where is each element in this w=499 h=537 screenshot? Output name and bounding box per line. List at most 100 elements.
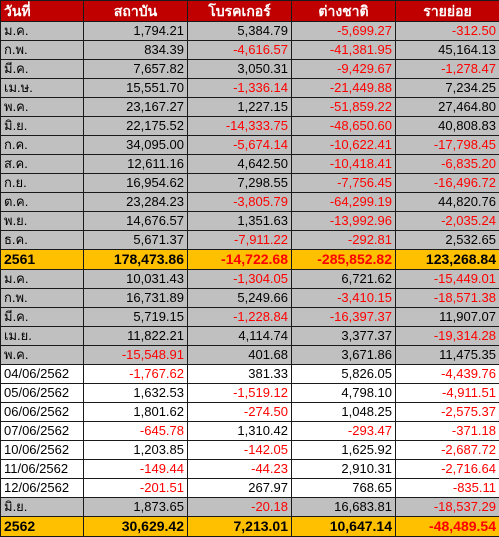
broker-cell[interactable]: -142.05	[188, 441, 292, 460]
foreign-cell[interactable]: 6,721.62	[292, 270, 396, 289]
column-header-institution[interactable]: สถาบัน	[84, 1, 188, 22]
date-cell[interactable]: ก.พ.	[1, 41, 84, 60]
broker-cell[interactable]: -1,304.05	[188, 270, 292, 289]
broker-cell[interactable]: 1,227.15	[188, 98, 292, 117]
retail-cell[interactable]: -4,911.51	[396, 384, 499, 403]
retail-cell[interactable]: -2,687.72	[396, 441, 499, 460]
foreign-cell[interactable]: -293.47	[292, 422, 396, 441]
retail-cell[interactable]: 45,164.13	[396, 41, 499, 60]
foreign-cell[interactable]: 2,910.31	[292, 460, 396, 479]
broker-cell[interactable]: 7,298.55	[188, 174, 292, 193]
broker-cell[interactable]: 401.68	[188, 346, 292, 365]
column-header-foreign[interactable]: ต่างชาติ	[292, 1, 396, 22]
date-cell[interactable]: 05/06/2562	[1, 384, 84, 403]
date-cell[interactable]: 12/06/2562	[1, 479, 84, 498]
date-cell[interactable]: 2562	[1, 517, 84, 537]
column-header-date[interactable]: วันที่	[1, 1, 84, 22]
foreign-cell[interactable]: -9,429.67	[292, 60, 396, 79]
column-header-retail[interactable]: รายย่อย	[396, 1, 499, 22]
broker-cell[interactable]: -4,616.57	[188, 41, 292, 60]
date-cell[interactable]: พ.ค.	[1, 98, 84, 117]
date-cell[interactable]: ต.ค.	[1, 193, 84, 212]
date-cell[interactable]: มี.ค.	[1, 60, 84, 79]
broker-cell[interactable]: -44.23	[188, 460, 292, 479]
broker-cell[interactable]: 1,351.63	[188, 212, 292, 231]
institution-cell[interactable]: 1,203.85	[84, 441, 188, 460]
date-cell[interactable]: มิ.ย.	[1, 117, 84, 136]
broker-cell[interactable]: -5,674.14	[188, 136, 292, 155]
institution-cell[interactable]: 11,822.21	[84, 327, 188, 346]
retail-cell[interactable]: -312.50	[396, 22, 499, 41]
broker-cell[interactable]: 4,642.50	[188, 155, 292, 174]
foreign-cell[interactable]: -41,381.95	[292, 41, 396, 60]
retail-cell[interactable]: 7,234.25	[396, 79, 499, 98]
retail-cell[interactable]: -2,716.64	[396, 460, 499, 479]
date-cell[interactable]: เม.ย.	[1, 327, 84, 346]
institution-cell[interactable]: -149.44	[84, 460, 188, 479]
retail-cell[interactable]: -17,798.45	[396, 136, 499, 155]
broker-cell[interactable]: -1,228.84	[188, 308, 292, 327]
retail-cell[interactable]: 27,464.80	[396, 98, 499, 117]
retail-cell[interactable]: -371.18	[396, 422, 499, 441]
retail-cell[interactable]: 40,808.83	[396, 117, 499, 136]
date-cell[interactable]: 2561	[1, 250, 84, 270]
date-cell[interactable]: ส.ค.	[1, 155, 84, 174]
institution-cell[interactable]: 1,873.65	[84, 498, 188, 517]
date-cell[interactable]: ธ.ค.	[1, 231, 84, 250]
foreign-cell[interactable]: -48,650.60	[292, 117, 396, 136]
institution-cell[interactable]: 14,676.57	[84, 212, 188, 231]
retail-cell[interactable]: -15,449.01	[396, 270, 499, 289]
broker-cell[interactable]: -274.50	[188, 403, 292, 422]
foreign-cell[interactable]: -5,699.27	[292, 22, 396, 41]
institution-cell[interactable]: 834.39	[84, 41, 188, 60]
foreign-cell[interactable]: -292.81	[292, 231, 396, 250]
broker-cell[interactable]: 4,114.74	[188, 327, 292, 346]
retail-cell[interactable]: -4,439.76	[396, 365, 499, 384]
broker-cell[interactable]: 1,310.42	[188, 422, 292, 441]
broker-cell[interactable]: 381.33	[188, 365, 292, 384]
broker-cell[interactable]: -1,336.14	[188, 79, 292, 98]
date-cell[interactable]: ม.ค.	[1, 22, 84, 41]
foreign-cell[interactable]: -10,418.41	[292, 155, 396, 174]
foreign-cell[interactable]: 1,625.92	[292, 441, 396, 460]
foreign-cell[interactable]: -64,299.19	[292, 193, 396, 212]
foreign-cell[interactable]: -51,859.22	[292, 98, 396, 117]
institution-cell[interactable]: 7,657.82	[84, 60, 188, 79]
broker-cell[interactable]: 7,213.01	[188, 517, 292, 537]
retail-cell[interactable]: -835.11	[396, 479, 499, 498]
institution-cell[interactable]: 15,551.70	[84, 79, 188, 98]
institution-cell[interactable]: 23,284.23	[84, 193, 188, 212]
date-cell[interactable]: 06/06/2562	[1, 403, 84, 422]
institution-cell[interactable]: 1,794.21	[84, 22, 188, 41]
institution-cell[interactable]: 178,473.86	[84, 250, 188, 270]
retail-cell[interactable]: 2,532.65	[396, 231, 499, 250]
date-cell[interactable]: ก.พ.	[1, 289, 84, 308]
date-cell[interactable]: ม.ค.	[1, 270, 84, 289]
institution-cell[interactable]: 10,031.43	[84, 270, 188, 289]
retail-cell[interactable]: 123,268.84	[396, 250, 499, 270]
institution-cell[interactable]: 22,175.52	[84, 117, 188, 136]
foreign-cell[interactable]: -285,852.82	[292, 250, 396, 270]
retail-cell[interactable]: -2,035.24	[396, 212, 499, 231]
retail-cell[interactable]: -2,575.37	[396, 403, 499, 422]
broker-cell[interactable]: 267.97	[188, 479, 292, 498]
institution-cell[interactable]: 5,719.15	[84, 308, 188, 327]
institution-cell[interactable]: 5,671.37	[84, 231, 188, 250]
date-cell[interactable]: 07/06/2562	[1, 422, 84, 441]
foreign-cell[interactable]: 4,798.10	[292, 384, 396, 403]
broker-cell[interactable]: -14,722.68	[188, 250, 292, 270]
institution-cell[interactable]: 16,731.89	[84, 289, 188, 308]
institution-cell[interactable]: 1,632.53	[84, 384, 188, 403]
institution-cell[interactable]: 23,167.27	[84, 98, 188, 117]
date-cell[interactable]: พ.ย.	[1, 212, 84, 231]
foreign-cell[interactable]: -7,756.45	[292, 174, 396, 193]
broker-cell[interactable]: 5,249.66	[188, 289, 292, 308]
date-cell[interactable]: มิ.ย.	[1, 498, 84, 517]
foreign-cell[interactable]: -13,992.96	[292, 212, 396, 231]
retail-cell[interactable]: 44,820.76	[396, 193, 499, 212]
date-cell[interactable]: พ.ค.	[1, 346, 84, 365]
institution-cell[interactable]: 30,629.42	[84, 517, 188, 537]
date-cell[interactable]: 11/06/2562	[1, 460, 84, 479]
foreign-cell[interactable]: 768.65	[292, 479, 396, 498]
retail-cell[interactable]: -18,537.29	[396, 498, 499, 517]
